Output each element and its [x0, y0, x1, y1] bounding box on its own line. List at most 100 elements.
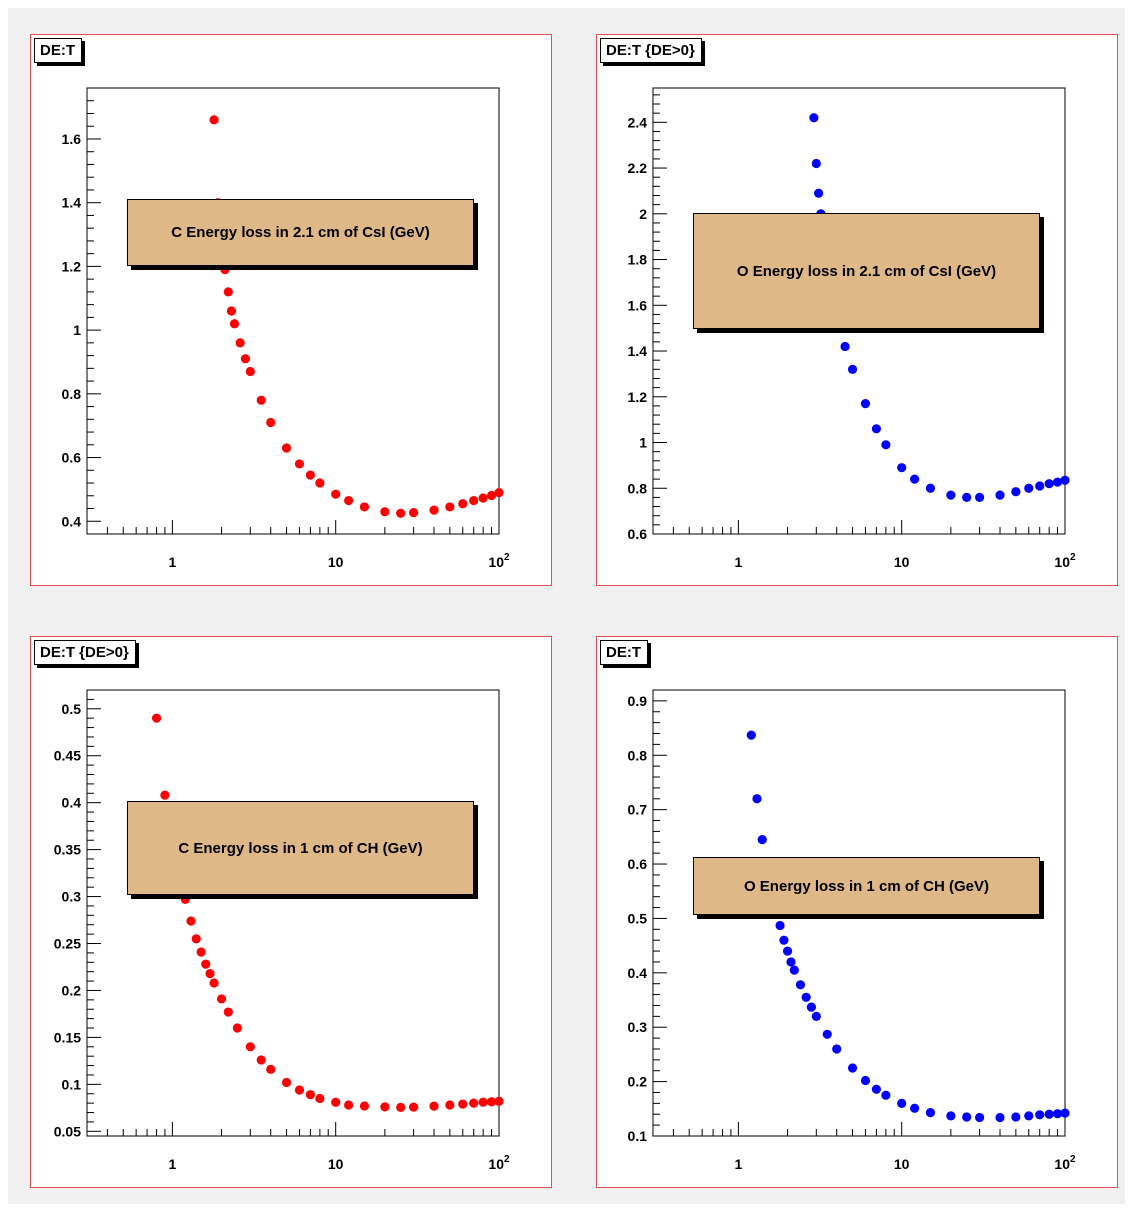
data-point — [1011, 1112, 1020, 1121]
x-tick-label: 1 — [734, 554, 742, 570]
data-point — [962, 493, 971, 502]
y-tick-label: 0.6 — [62, 450, 82, 466]
y-tick-label: 0.8 — [62, 386, 82, 402]
x-tick-label: 1 — [168, 554, 176, 570]
pad-title: DE:T {DE>0} — [34, 640, 136, 665]
data-point — [209, 978, 218, 987]
data-point — [205, 969, 214, 978]
data-point — [752, 794, 761, 803]
data-point — [257, 1055, 266, 1064]
y-tick-label: 1 — [639, 435, 647, 451]
data-point — [160, 791, 169, 800]
legend-box[interactable]: C Energy loss in 1 cm of CH (GeV) — [127, 801, 474, 895]
data-point — [282, 443, 291, 452]
y-tick-label: 0.6 — [628, 526, 648, 542]
data-point — [494, 488, 503, 497]
data-point — [881, 1091, 890, 1100]
data-point — [266, 1065, 275, 1074]
y-tick-label: 1.2 — [62, 258, 82, 274]
data-point — [1045, 479, 1054, 488]
y-tick-label: 0.7 — [628, 802, 648, 818]
data-point — [872, 1085, 881, 1094]
y-tick-label: 0.2 — [628, 1074, 648, 1090]
data-point — [192, 934, 201, 943]
data-point — [233, 1023, 242, 1032]
y-tick-label: 2 — [639, 206, 647, 222]
data-point — [469, 496, 478, 505]
data-point — [1035, 1110, 1044, 1119]
data-point — [331, 1098, 340, 1107]
plot-pad-o-ch[interactable]: 1 10 102 0.1 0.2 0.3 0.4 0.5 0.6 0.7 0.8 0.9 DE:T O… — [596, 636, 1118, 1188]
data-point — [306, 1090, 315, 1099]
data-point — [897, 463, 906, 472]
data-point — [758, 835, 767, 844]
data-point — [224, 1007, 233, 1016]
data-point — [809, 113, 818, 122]
plot-frame — [87, 690, 499, 1136]
y-tick-label: 0.5 — [62, 701, 82, 717]
plot-pad-c-csi[interactable]: 1 10 102 0.4 0.6 0.8 1 1.2 1.4 1.6 DE:T C Energy … — [30, 34, 552, 586]
data-point — [429, 1102, 438, 1111]
data-point — [236, 338, 245, 347]
root-canvas: 1 10 102 0.4 0.6 0.8 1 1.2 1.4 1.6 DE:T C Energy … — [8, 8, 1125, 1204]
data-point — [1060, 1109, 1069, 1118]
data-point — [469, 1099, 478, 1108]
data-point — [861, 399, 870, 408]
data-point — [479, 493, 488, 502]
data-point — [429, 506, 438, 515]
plot-pad-c-ch[interactable]: 1 10 102 0.05 0.1 0.15 0.2 0.25 0.3 0.35 0.4 0.45 0.… — [30, 636, 552, 1188]
data-point — [257, 396, 266, 405]
legend-box[interactable]: O Energy loss in 2.1 cm of CsI (GeV) — [693, 213, 1040, 329]
data-point — [181, 895, 190, 904]
plot-pad-o-csi[interactable]: 1 10 102 0.6 0.8 1 1.2 1.4 1.6 1.8 2 2.2 2.4 DE:T {D… — [596, 34, 1118, 586]
legend-box[interactable]: C Energy loss in 2.1 cm of CsI (GeV) — [127, 199, 474, 266]
data-point — [814, 189, 823, 198]
data-point — [360, 1101, 369, 1110]
data-point — [445, 1100, 454, 1109]
data-point — [209, 115, 218, 124]
data-point — [152, 714, 161, 723]
y-tick-label: 0.45 — [54, 748, 81, 764]
data-point — [246, 1042, 255, 1051]
pad-title: DE:T {DE>0} — [600, 38, 702, 63]
x-tick-label: 102 — [488, 552, 510, 570]
data-point — [217, 994, 226, 1003]
scatter-plot-c-ch: 1 10 102 0.05 0.1 0.15 0.2 0.25 0.3 0.35 0.4 0.45 0.… — [31, 637, 553, 1189]
data-point — [861, 1076, 870, 1085]
x-tick-label: 102 — [488, 1154, 510, 1172]
x-tick-label: 1 — [734, 1156, 742, 1172]
data-point — [295, 459, 304, 468]
x-tick-label: 10 — [328, 1156, 344, 1172]
y-tick-label: 0.5 — [628, 910, 648, 926]
data-point — [458, 499, 467, 508]
y-tick-label: 0.9 — [628, 693, 648, 709]
y-tick-label: 0.4 — [62, 795, 82, 811]
data-point — [790, 966, 799, 975]
data-point — [747, 731, 756, 740]
data-point — [409, 1102, 418, 1111]
x-tick-label: 10 — [328, 554, 344, 570]
x-tick-label: 10 — [894, 554, 910, 570]
data-point — [848, 365, 857, 374]
data-point — [282, 1078, 291, 1087]
data-point — [975, 493, 984, 502]
y-tick-label: 0.6 — [628, 856, 648, 872]
y-tick-label: 1.6 — [62, 131, 82, 147]
data-point — [201, 960, 210, 969]
data-point — [832, 1044, 841, 1053]
x-tick-label: 102 — [1054, 552, 1076, 570]
y-tick-label: 2.4 — [628, 114, 648, 130]
data-point — [926, 484, 935, 493]
data-point — [995, 1113, 1004, 1122]
data-point — [975, 1113, 984, 1122]
data-point — [220, 265, 229, 274]
scatter-plot-c-csi: 1 10 102 0.4 0.6 0.8 1 1.2 1.4 1.6 — [31, 35, 553, 587]
y-tick-label: 0.05 — [54, 1123, 81, 1139]
data-point — [881, 440, 890, 449]
data-point — [197, 947, 206, 956]
data-point — [802, 993, 811, 1002]
x-tick-label: 102 — [1054, 1154, 1076, 1172]
data-point — [897, 1099, 906, 1108]
legend-box[interactable]: O Energy loss in 1 cm of CH (GeV) — [693, 857, 1040, 915]
data-point — [840, 342, 849, 351]
